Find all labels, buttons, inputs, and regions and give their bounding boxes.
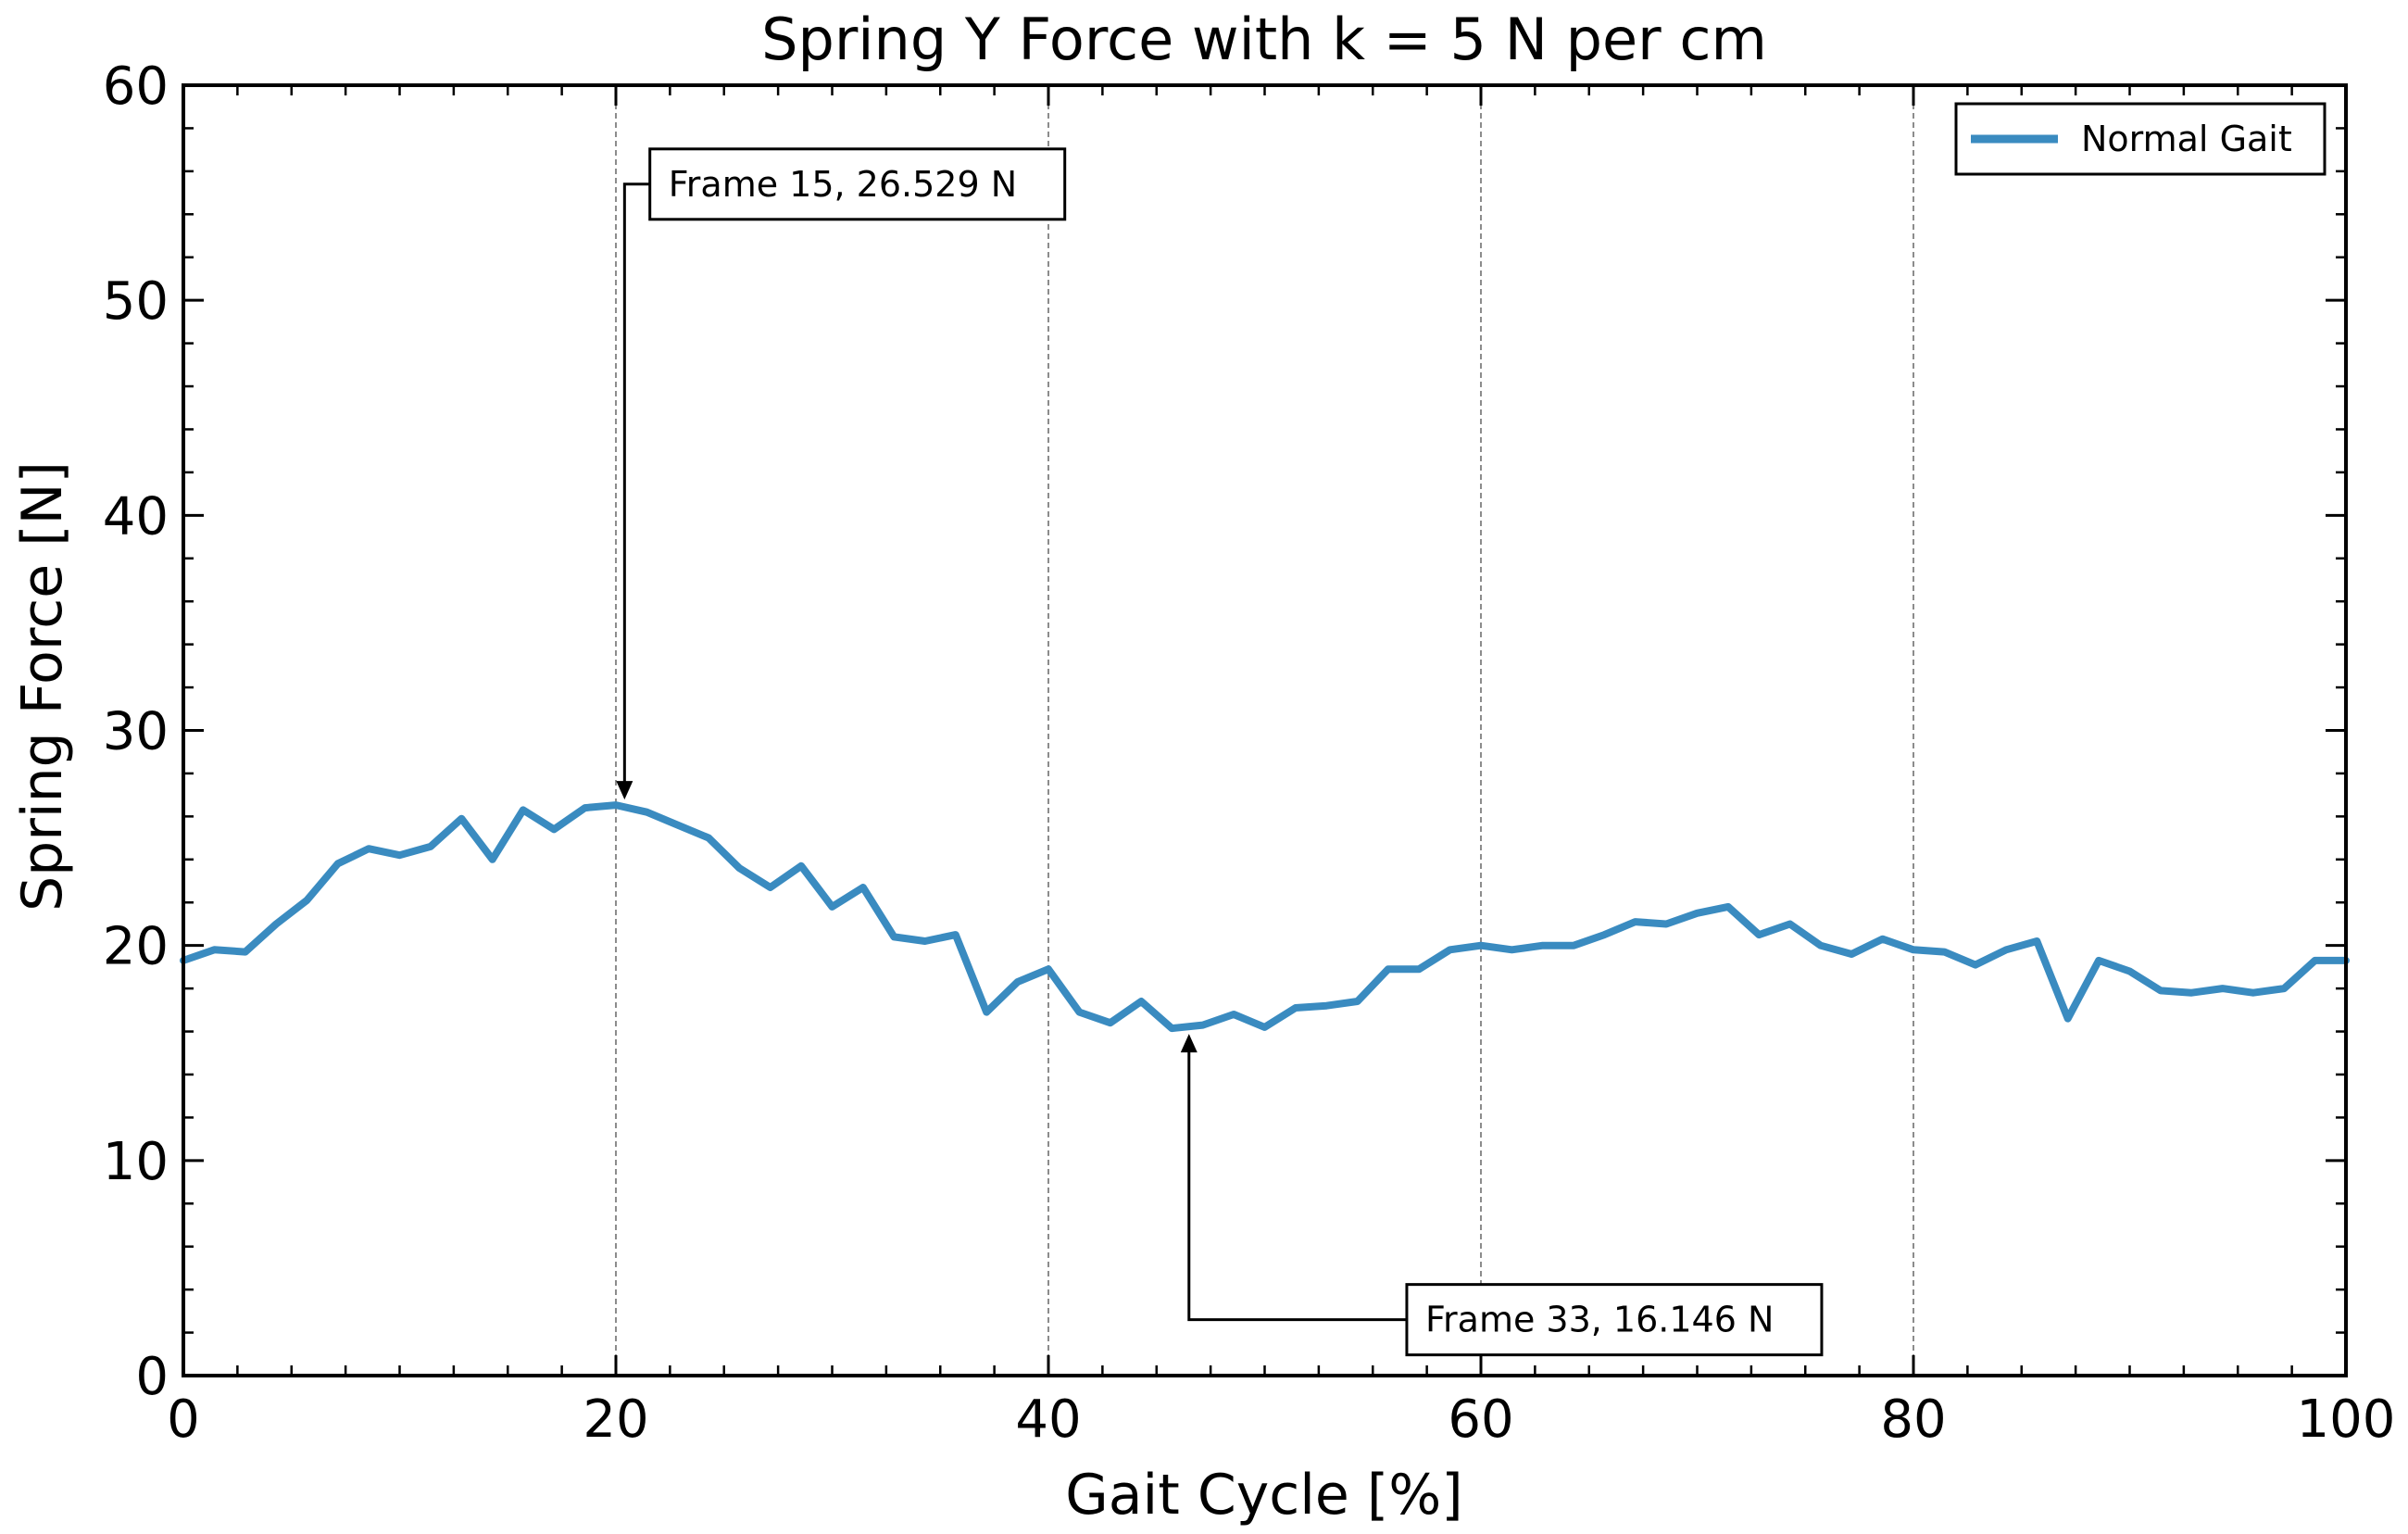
series-line-normal-gait	[180, 801, 2350, 1033]
annotation-1: Frame 15, 26.529 N	[616, 147, 1067, 800]
legend-entry-normal-gait: Normal Gait	[2081, 119, 2292, 159]
x-tick-label: 100	[2297, 1389, 2396, 1450]
series-layer	[180, 801, 2350, 1033]
y-tick-label: 60	[103, 57, 169, 117]
y-tick-label: 50	[103, 271, 169, 332]
annotation-arrow-line	[1187, 1050, 1407, 1322]
annotations-layer: Frame 15, 26.529 N Frame 33, 16.146 N	[616, 147, 1824, 1357]
annotation-arrowhead	[1180, 1034, 1198, 1053]
annotation-arrowhead	[616, 781, 633, 800]
annotation-text: Frame 15, 26.529 N	[669, 164, 1017, 205]
y-tick-label: 20	[103, 917, 169, 977]
grid-lines	[615, 85, 1914, 1376]
x-tick-label: 60	[1448, 1389, 1513, 1450]
y-tick-label: 10	[103, 1132, 169, 1192]
y-axis-label: Spring Force [N]	[10, 461, 75, 912]
plot-frame	[182, 83, 2348, 1377]
x-axis-label: Gait Cycle [%]	[1065, 1463, 1462, 1528]
annotation-arrow-line	[622, 182, 650, 784]
x-tick-label: 40	[1015, 1389, 1081, 1450]
annotation-text: Frame 33, 16.146 N	[1425, 1300, 1774, 1340]
tick-marks	[182, 83, 2348, 1377]
annotation-box	[1405, 1283, 1824, 1357]
x-tick-label: 0	[167, 1389, 200, 1450]
x-tick-label: 20	[583, 1389, 648, 1450]
x-tick-label: 80	[1880, 1389, 1946, 1450]
y-tick-label: 0	[135, 1347, 169, 1407]
annotation-box	[648, 147, 1067, 221]
chart-title: Spring Y Force with k = 5 N per cm	[761, 6, 1767, 73]
y-tick-label: 40	[103, 486, 169, 547]
annotation-2: Frame 33, 16.146 N	[1180, 1034, 1824, 1357]
y-tick-label: 30	[103, 702, 169, 762]
x-tick-labels: 0 20 40 60 80 100	[167, 1389, 2395, 1450]
y-tick-labels: 0 10 20 30 40 50 60	[103, 57, 169, 1407]
legend: Normal Gait	[1954, 102, 2326, 176]
